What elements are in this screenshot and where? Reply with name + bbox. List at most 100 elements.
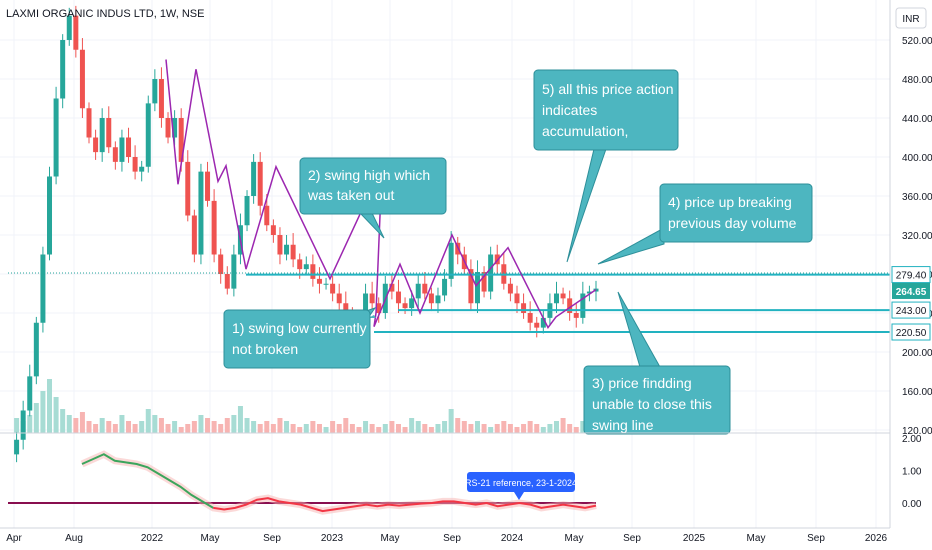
- volume-bar-44: [297, 427, 303, 433]
- candle-body-80: [534, 322, 540, 328]
- volume-bar-34: [231, 415, 237, 433]
- candle-body-78: [521, 303, 527, 313]
- volume-bar-82: [547, 424, 553, 433]
- price-tick-1: 480.00: [902, 75, 932, 86]
- candle-body-34: [231, 254, 237, 289]
- volume-bar-17: [119, 415, 125, 433]
- volume-bar-36: [244, 418, 250, 433]
- volume-bar-13: [93, 424, 99, 433]
- volume-bar-9: [66, 415, 72, 433]
- volume-bar-51: [343, 418, 349, 433]
- indicator-axis[interactable]: 2.00 1.00 0.00: [902, 434, 922, 510]
- price-tags: 279.40 243.00 220.50 264.65: [891, 266, 931, 341]
- candle-body-33: [224, 274, 230, 289]
- callout-2[interactable]: 2) swing high which was taken out: [299, 157, 447, 239]
- candle-body-7: [53, 98, 59, 177]
- callout-3-line-1: 3) price findding: [592, 375, 692, 391]
- rs-reference-label[interactable]: RS-21 reference, 23-1-2024: [465, 472, 577, 500]
- volume-bar-48: [323, 427, 329, 433]
- swing-zigzag: [165, 59, 597, 330]
- candle-body-58: [389, 283, 395, 292]
- volume-bar-80: [534, 424, 540, 433]
- candle-body-43: [290, 244, 296, 260]
- volume-bar-57: [382, 424, 388, 433]
- volume-bar-86: [573, 427, 579, 433]
- volume-bar-69: [461, 421, 467, 433]
- candle-body-73: [488, 254, 494, 292]
- volume-bar-65: [435, 424, 441, 433]
- candle-body-16: [112, 147, 118, 162]
- volume-bar-58: [389, 421, 395, 433]
- callout-1-line-2: not broken: [232, 341, 298, 357]
- time-tick-8: 2024: [501, 533, 524, 544]
- volume-bar-5: [40, 391, 46, 433]
- candle-body-28: [191, 215, 197, 255]
- volume-bar-24: [165, 424, 171, 433]
- callout-3-line-3: swing line: [592, 417, 654, 433]
- volume-bar-87: [580, 421, 586, 433]
- candle-body-88: [586, 291, 592, 294]
- candle-body-48: [323, 283, 329, 285]
- time-tick-5: 2023: [321, 533, 344, 544]
- volume-bar-50: [336, 424, 342, 433]
- currency-badge[interactable]: INR: [895, 7, 927, 29]
- candle-body-13: [93, 137, 99, 153]
- currency-label: INR: [902, 14, 919, 25]
- volume-bar-19: [132, 424, 138, 433]
- candle-body-21: [145, 103, 151, 167]
- callout-1[interactable]: 1) swing low currently not broken: [223, 307, 377, 369]
- indicator-tick-0: 2.00: [902, 434, 922, 445]
- current-price-label: 264.65: [896, 287, 927, 298]
- time-tick-0: Apr: [6, 533, 22, 544]
- volume-bar-64: [428, 427, 434, 433]
- candle-body-12: [86, 108, 92, 138]
- candle-body-49: [330, 283, 336, 294]
- candle-body-72: [481, 272, 487, 292]
- callout-4-line-1: 4) price up breaking: [668, 194, 792, 210]
- volume-bar-85: [567, 424, 573, 433]
- candle-body-25: [172, 118, 178, 138]
- volume-bar-47: [316, 424, 322, 433]
- volume-bar-42: [284, 421, 290, 433]
- callout-3[interactable]: 3) price findding unable to close this s…: [583, 291, 731, 435]
- volume-bar-59: [395, 424, 401, 433]
- volume-bar-84: [560, 418, 566, 433]
- volume-bar-22: [152, 415, 158, 433]
- candle-body-11: [79, 49, 85, 109]
- volume-bar-53: [356, 427, 362, 433]
- candle-body-4: [33, 322, 39, 377]
- rs-line-up: [81, 453, 214, 509]
- candle-body-47: [316, 278, 322, 284]
- volume-bar-60: [402, 427, 408, 433]
- price-tick-3: 400.00: [902, 153, 932, 164]
- candle-body-40: [270, 225, 276, 235]
- time-axis[interactable]: Apr Aug 2022 May Sep 2023 May Sep 2024 May Sep 2025…: [6, 533, 887, 544]
- level-tag-0: [891, 266, 931, 284]
- volume-bar-32: [218, 424, 224, 433]
- volume-bar-33: [224, 418, 230, 433]
- volume-bar-38: [257, 424, 263, 433]
- volume-bar-68: [455, 418, 461, 433]
- current-price-tag: [892, 282, 930, 299]
- volume-bar-8: [60, 409, 66, 433]
- callout-4[interactable]: 4) price up breaking previous day volume: [597, 183, 813, 265]
- volume-bar-30: [205, 418, 211, 433]
- volume-bar-7: [53, 397, 59, 433]
- price-tick-10: 120.00: [902, 426, 932, 437]
- time-tick-10: Sep: [623, 533, 641, 544]
- rs-line-down: [213, 497, 597, 513]
- volume-bar-66: [442, 421, 448, 433]
- price-tick-2: 440.00: [902, 114, 932, 125]
- volume-bar-39: [264, 421, 270, 433]
- volume-bar-41: [277, 418, 283, 433]
- volume-bar-23: [158, 418, 164, 433]
- volume-bar-43: [290, 424, 296, 433]
- volume-bar-78: [521, 424, 527, 433]
- volume-bar-76: [507, 424, 513, 433]
- candle-body-60: [402, 303, 408, 309]
- candle-body-55: [369, 293, 375, 304]
- chart-grid: [0, 0, 890, 528]
- callout-5[interactable]: 5) all this price action indicates accum…: [533, 69, 679, 263]
- price-tick-8: 200.00: [902, 348, 932, 359]
